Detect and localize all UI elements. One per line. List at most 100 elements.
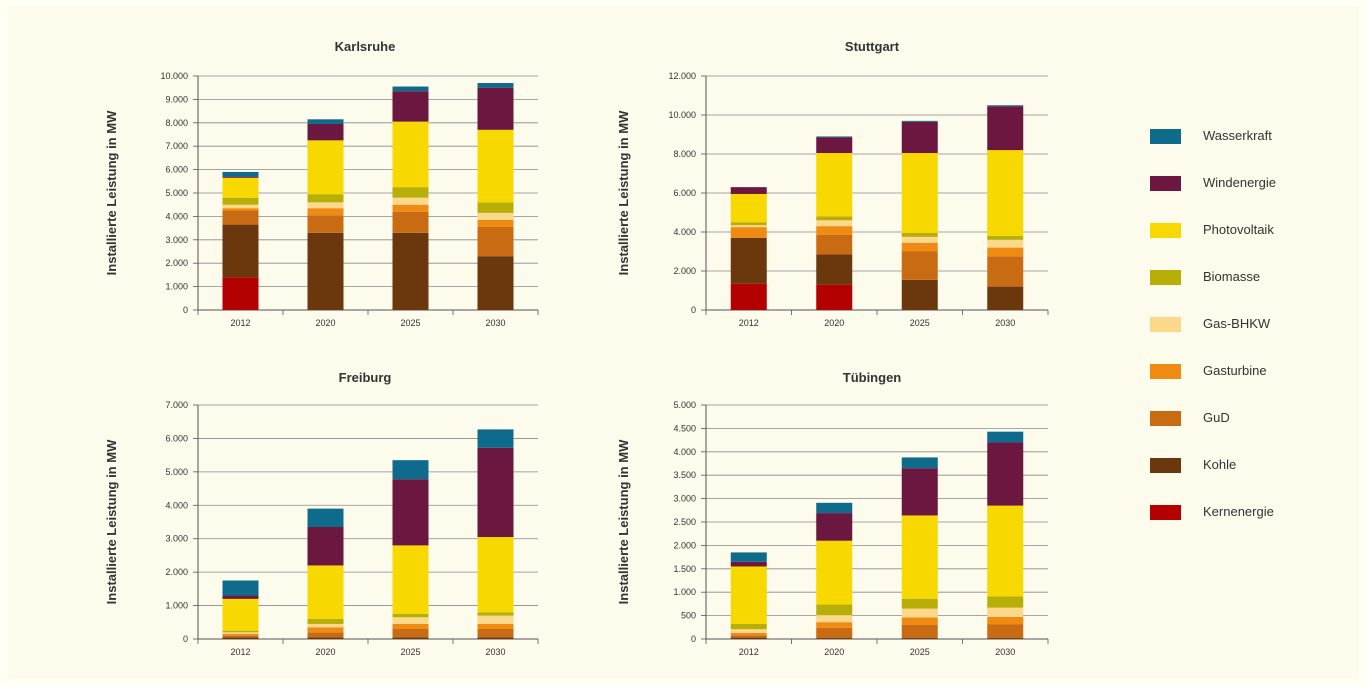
bar-segment-gas-bhkw — [901, 608, 938, 618]
x-tick-label: 2020 — [824, 318, 844, 328]
legend-swatch — [1150, 505, 1181, 520]
bar-segment-biomasse — [901, 232, 938, 237]
y-tick-label: 6.000 — [165, 433, 188, 443]
x-tick-label: 2030 — [995, 318, 1015, 328]
legend-item-photovoltaik: Photovoltaik — [1150, 221, 1330, 239]
legend-swatch — [1150, 129, 1181, 144]
y-tick-label: 12.000 — [668, 71, 696, 81]
bar-segment-gasturbine — [816, 622, 853, 628]
bar-segment-gas-bhkw — [307, 202, 344, 209]
bar-segment-wasserkraft — [816, 502, 853, 514]
y-tick-label: 1.000 — [165, 601, 188, 611]
chart-title: Karlsruhe — [335, 39, 396, 54]
bar-segment-biomasse — [222, 197, 259, 205]
bar-segment-gud — [987, 624, 1024, 639]
legend-label: Wasserkraft — [1203, 128, 1272, 143]
bar-segment-gud — [222, 210, 259, 225]
legend-label: Biomasse — [1203, 269, 1261, 284]
y-tick-label: 4.000 — [165, 211, 188, 221]
bar-segment-gas-bhkw — [730, 629, 767, 633]
bar-segment-gas-bhkw — [477, 615, 514, 624]
bar-segment-biomasse — [392, 613, 429, 618]
bar-segment-kohle — [901, 279, 938, 310]
bar-segment-biomasse — [222, 630, 259, 633]
y-tick-label: 6.000 — [673, 188, 696, 198]
bar-segment-wasserkraft — [392, 460, 429, 480]
legend-label: Photovoltaik — [1203, 222, 1274, 237]
bar-segment-photovoltaik — [477, 129, 514, 203]
bar-segment-windenergie — [730, 561, 767, 567]
bar-segment-photovoltaik — [392, 121, 429, 188]
bar-segment-gud — [901, 624, 938, 639]
bar-segment-gasturbine — [477, 623, 514, 629]
x-tick-label: 2025 — [910, 647, 930, 657]
x-tick-label: 2025 — [400, 318, 420, 328]
legend-item-kohle: Kohle — [1150, 456, 1330, 474]
bar-segment-biomasse — [477, 202, 514, 213]
bar-segment-kernenergie — [730, 283, 767, 310]
y-tick-label: 6.000 — [165, 165, 188, 175]
bar-segment-gud — [816, 627, 853, 639]
bar-segment-gas-bhkw — [730, 225, 767, 228]
bar-segment-gas-bhkw — [987, 607, 1024, 618]
bar-segment-kernenergie — [222, 277, 259, 310]
bar-segment-kohle — [987, 638, 1024, 639]
legend-swatch — [1150, 223, 1181, 238]
bar-segment-wasserkraft — [901, 457, 938, 469]
bar-segment-wasserkraft — [477, 83, 514, 88]
bar-segment-wasserkraft — [987, 105, 1024, 107]
legend-item-kernenergie: Kernenergie — [1150, 503, 1330, 521]
bar-segment-gas-bhkw — [477, 212, 514, 220]
y-tick-label: 3.000 — [165, 235, 188, 245]
bar-segment-wasserkraft — [477, 429, 514, 448]
bar-segment-kohle — [222, 224, 259, 278]
bar-segment-photovoltaik — [307, 565, 344, 619]
bar-segment-kohle — [987, 286, 1024, 310]
bar-segment-windenergie — [307, 123, 344, 141]
bar-segment-gud — [307, 632, 344, 638]
bar-segment-gas-bhkw — [816, 615, 853, 623]
bar-segment-windenergie — [392, 479, 429, 546]
y-tick-label: 4.000 — [673, 227, 696, 237]
bar-segment-gud — [987, 256, 1024, 287]
bar-segment-wasserkraft — [307, 508, 344, 528]
legend-item-gas-bhkw: Gas-BHKW — [1150, 315, 1330, 333]
bar-segment-biomasse — [901, 598, 938, 609]
y-tick-label: 3.000 — [165, 534, 188, 544]
y-tick-label: 2.000 — [673, 266, 696, 276]
bar-segment-photovoltaik — [901, 153, 938, 233]
bar-segment-gud — [392, 628, 429, 638]
bar-segment-biomasse — [816, 216, 853, 221]
legend-swatch — [1150, 364, 1181, 379]
bar-segment-wasserkraft — [307, 119, 344, 124]
y-tick-label: 2.000 — [165, 567, 188, 577]
x-tick-label: 2012 — [739, 647, 759, 657]
bar-segment-wasserkraft — [730, 552, 767, 562]
y-tick-label: 500 — [681, 611, 696, 621]
legend-swatch — [1150, 176, 1181, 191]
legend-item-wasserkraft: Wasserkraft — [1150, 127, 1330, 145]
y-tick-label: 4.000 — [165, 500, 188, 510]
bar-segment-gasturbine — [987, 247, 1024, 257]
y-tick-label: 1.500 — [673, 564, 696, 574]
bar-segment-windenergie — [816, 137, 853, 154]
legend-label: Gasturbine — [1203, 363, 1267, 378]
bar-segment-photovoltaik — [222, 598, 259, 631]
y-tick-label: 0 — [691, 305, 696, 315]
chart-title: Stuttgart — [845, 39, 900, 54]
bar-segment-windenergie — [987, 106, 1024, 151]
bar-segment-gas-bhkw — [392, 617, 429, 624]
bar-segment-kohle — [392, 637, 429, 639]
bar-segment-gasturbine — [901, 242, 938, 252]
bar-segment-biomasse — [987, 235, 1024, 240]
legend-item-windenergie: Windenergie — [1150, 174, 1330, 192]
bar-segment-windenergie — [816, 513, 853, 541]
y-tick-label: 0 — [183, 634, 188, 644]
y-tick-label: 4.500 — [673, 423, 696, 433]
bar-segment-kohle — [307, 637, 344, 639]
bar-segment-windenergie — [392, 91, 429, 122]
bar-segment-gas-bhkw — [307, 623, 344, 628]
legend-swatch — [1150, 317, 1181, 332]
bar-segment-wasserkraft — [392, 86, 429, 92]
